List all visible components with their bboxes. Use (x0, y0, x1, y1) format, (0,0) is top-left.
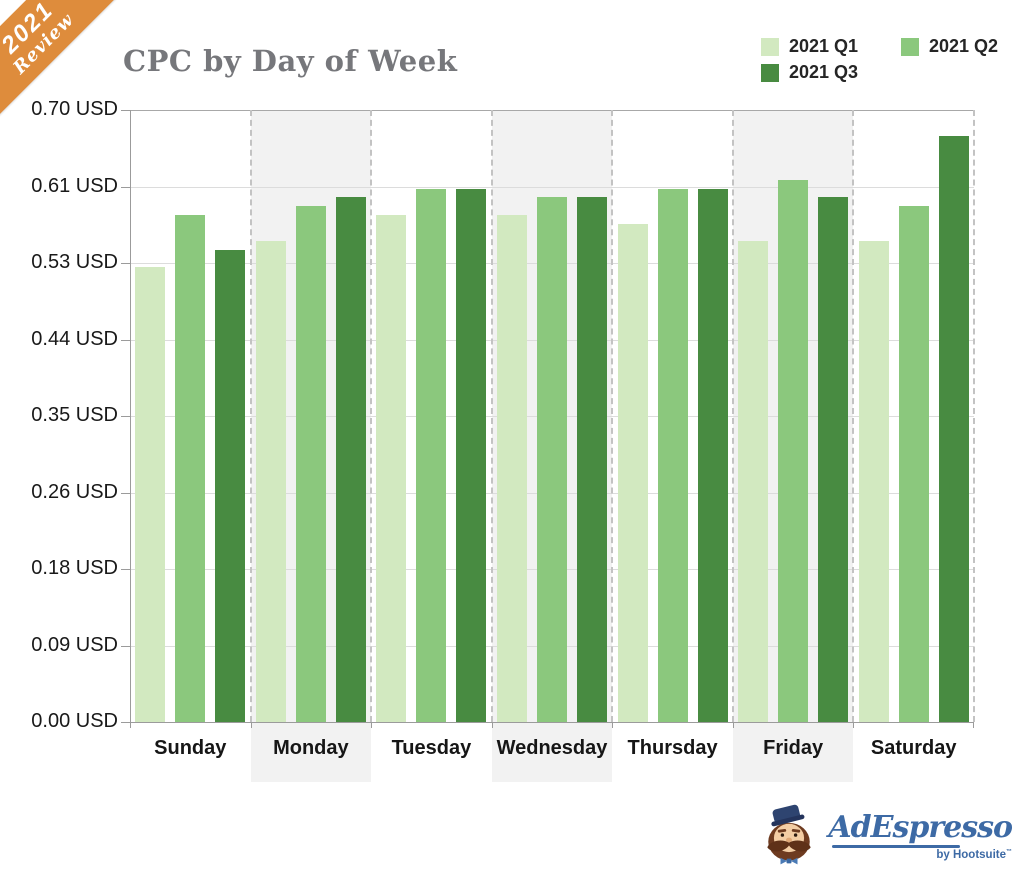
x-axis-tick (130, 722, 131, 728)
x-axis-label-friday: Friday (763, 737, 824, 759)
y-axis-tick (121, 263, 130, 264)
gridline-0.70-USD (130, 110, 974, 111)
bar-tuesday-2021-q1 (376, 214, 407, 722)
x-axis-tick (853, 722, 855, 728)
y-axis-tick (121, 186, 130, 188)
y-axis-tick (121, 110, 130, 111)
day-separator (973, 110, 975, 722)
x-axis-tick (250, 722, 252, 728)
x-axis-tick (612, 722, 614, 728)
y-axis-label: 0.44 USD (31, 327, 118, 350)
bar-saturday-2021-q1 (858, 241, 889, 722)
day-separator (249, 110, 252, 722)
legend-item-1: 2021 Q1 (761, 36, 901, 57)
adespresso-wordmark: AdEspresso (828, 810, 1013, 845)
y-axis-tick (121, 492, 130, 494)
bar-sunday-2021-q2 (175, 214, 206, 722)
y-axis-label: 0.35 USD (31, 404, 118, 426)
bar-monday-2021-q2 (295, 206, 326, 722)
legend-item-2: 2021 Q2 (901, 36, 998, 57)
x-axis-label-saturday: Saturday (870, 737, 957, 759)
x-axis-line (130, 722, 974, 723)
x-axis-label-tuesday: Tuesday (391, 737, 472, 759)
x-axis-tick (491, 722, 493, 728)
day-separator (370, 110, 373, 722)
x-axis-label-thursday: Thursday (627, 737, 718, 759)
adespresso-mascot-icon (767, 804, 812, 865)
legend-label: 2021 Q1 (789, 36, 859, 56)
legend-item-3: 2021 Q3 (761, 62, 901, 83)
gridline-0.61-USD (130, 186, 974, 188)
bar-saturday-2021-q3 (938, 136, 969, 722)
bar-thursday-2021-q3 (697, 188, 728, 722)
bar-thursday-2021-q2 (657, 188, 688, 722)
legend-swatch-2 (901, 37, 919, 56)
bar-sunday-2021-q3 (215, 249, 246, 722)
y-axis-label: 0.18 USD (31, 557, 118, 579)
y-axis-line (130, 110, 131, 722)
legend-swatch-3 (761, 63, 779, 82)
bar-saturday-2021-q2 (898, 206, 929, 722)
y-axis-tick (121, 416, 130, 417)
x-axis-tick (371, 722, 373, 728)
y-axis-tick (121, 569, 130, 570)
x-axis-tick (973, 722, 974, 728)
x-axis-label-wednesday: Wednesday (496, 737, 608, 759)
legend-label: 2021 Q2 (929, 36, 999, 56)
bar-wednesday-2021-q2 (537, 197, 567, 722)
hootsuite-byline: by Hootsuite™ (936, 849, 1012, 861)
y-axis-label: 0.61 USD (31, 174, 118, 197)
bar-monday-2021-q3 (335, 197, 366, 722)
bar-monday-2021-q1 (255, 241, 286, 722)
y-axis-label: 0.00 USD (31, 710, 118, 732)
legend-swatch-1 (761, 37, 779, 56)
legend-label: 2021 Q3 (789, 62, 859, 82)
y-axis-label: 0.26 USD (31, 480, 118, 503)
y-axis-tick (121, 645, 130, 647)
bar-friday-2021-q1 (738, 241, 769, 722)
bar-tuesday-2021-q2 (416, 188, 447, 722)
footer-logo: AdEspresso by Hootsuite™ (756, 804, 1013, 870)
chart-title: CPC by Day of Week (123, 44, 458, 78)
y-axis-label: 0.70 USD (31, 98, 118, 120)
day-separator (731, 110, 734, 722)
y-axis-tick (121, 339, 130, 341)
bar-wednesday-2021-q1 (497, 214, 527, 722)
day-separator (490, 110, 493, 722)
x-axis-tick (732, 722, 734, 728)
wordmark-underline (832, 845, 961, 848)
bar-friday-2021-q2 (778, 179, 809, 722)
bar-sunday-2021-q1 (135, 267, 166, 722)
y-axis-label: 0.53 USD (31, 251, 118, 273)
y-axis-tick (121, 722, 130, 723)
day-separator (852, 110, 855, 722)
bar-wednesday-2021-q3 (577, 197, 607, 722)
bar-friday-2021-q3 (818, 197, 849, 722)
chart-legend: 2021 Q1 2021 Q2 2021 Q3 (761, 36, 998, 83)
bar-thursday-2021-q1 (617, 223, 648, 722)
x-axis-label-monday: Monday (273, 737, 349, 759)
x-axis-label-sunday: Sunday (154, 737, 227, 759)
y-axis-label: 0.09 USD (31, 633, 118, 656)
day-separator (611, 110, 614, 722)
bar-tuesday-2021-q3 (456, 188, 487, 722)
